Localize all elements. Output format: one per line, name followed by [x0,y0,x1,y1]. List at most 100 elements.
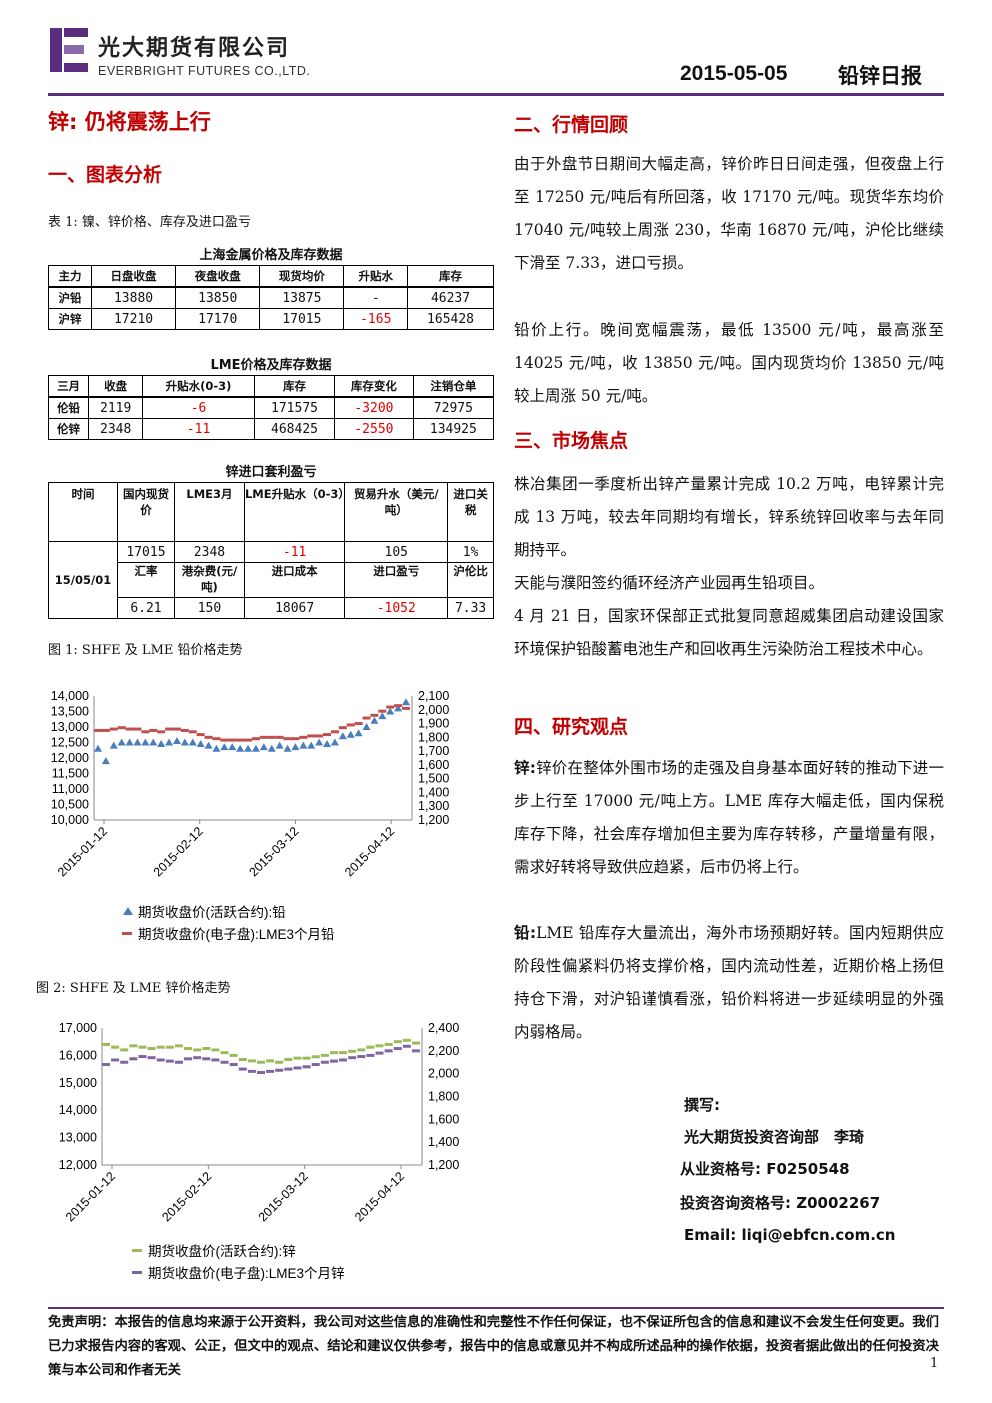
zinc-view-text: 锌价在整体外围市场的走强及自身基本面好转的推动下进一步上行至 17000 元/吨… [514,759,944,876]
table-header: 贸易升水（美元/吨） [344,482,449,542]
table-header: LME升贴水（0-3） [243,482,350,542]
table-header: 夜盘收盘 [175,265,261,288]
data-point [302,1065,311,1069]
data-point [188,738,197,746]
data-point [220,743,229,751]
data-point [180,738,189,746]
legend-label: 期货收盘价(活跃合约):锌 [148,1243,296,1259]
y-right-tick-label: 1,600 [418,758,449,772]
data-point [138,1055,147,1059]
data-point [330,730,339,734]
table-header: 时间 [48,482,118,542]
table-header: 注销仓单 [412,375,495,398]
data-point [259,743,268,751]
data-point [378,712,387,720]
arb-table: 时间 国内现货价 LME3月 LME升贴水（0-3） 贸易升水（美元/吨） 进口… [48,482,494,619]
data-point [180,728,189,732]
y-left-tick-label: 17,000 [59,1021,97,1035]
y-right-tick-label: 1,400 [418,785,449,799]
lead-label: 铅: [514,924,537,942]
table-header: 收盘 [88,375,144,398]
table-header: LME3月 [173,482,245,542]
data-point [412,1041,420,1045]
data-point [338,726,347,730]
data-point [220,738,229,742]
market-focus-para-2: 天能与濮阳签约循环经济产业园再生铅项目。 [514,574,825,592]
data-point [212,737,221,741]
data-point [299,735,308,739]
data-point [229,1063,238,1067]
data-point [329,1051,338,1055]
data-point [102,1042,110,1046]
data-point [211,1048,220,1052]
lead-view-text: LME 铅库存大量流出，海外市场预期好转。国内短期供应阶段性偏紧料仍将支撑价格，… [514,924,944,1041]
data-point [204,735,213,739]
x-tick-label: 2015-02-12 [151,824,206,879]
data-point [307,734,316,738]
table-header: 日盘收盘 [90,265,177,288]
data-point [165,1045,174,1049]
data-point [172,736,181,744]
legend-marker [132,1249,142,1252]
legend-label: 期货收盘价(活跃合约):铅 [138,904,286,920]
data-point [120,1048,129,1052]
disclaimer: 免责声明：本报告的信息均来源于公开资料，我公司对这些信息的准确性和完整性不作任何… [48,1315,939,1378]
y-right-tick-label: 1,500 [418,772,449,786]
data-point [238,1067,247,1071]
data-point [102,1063,110,1067]
data-point [370,716,379,724]
table-header: 国内现货价 [117,482,175,542]
data-point [291,737,300,741]
y-right-tick-label: 2,000 [428,1067,459,1081]
data-point [384,1049,393,1053]
figure-2-caption: 图 2: SHFE 及 LME 锌价格走势 [36,981,231,996]
x-tick-label: 2015-01-12 [63,1169,118,1224]
table-row: 6.21 150 18067 -1052 7.33 [49,597,494,619]
zinc-label: 锌: [514,759,536,777]
shfe-table: 主力 日盘收盘 夜盘收盘 现货均价 升贴水 库存 沪铅 13880 13850 … [48,265,494,330]
y-left-tick-label: 11,000 [52,782,89,796]
data-point [211,1058,220,1062]
y-right-tick-label: 1,800 [428,1090,459,1104]
author-email[interactable]: Email: liqi@ebfcn.com.cn [684,1226,896,1244]
data-point [196,733,205,737]
data-point [346,723,355,727]
table-header: 现货均价 [259,265,345,288]
data-point [141,730,150,734]
y-right-tick-label: 1,200 [418,813,449,827]
data-point [129,1057,138,1061]
data-point [266,1059,275,1063]
section-3-heading: 三、市场焦点 [514,430,629,452]
data-point [94,744,102,752]
y-right-tick-label: 1,200 [428,1158,459,1172]
section-2-heading: 二、行情回顾 [514,114,629,136]
data-point [346,730,355,738]
data-point [311,1063,320,1067]
data-point [320,1060,329,1064]
data-point [323,733,332,737]
data-point [257,1071,265,1075]
x-tick-label: 2015-04-12 [352,1169,407,1224]
figure-1-caption: 图 1: SHFE 及 LME 铅价格走势 [48,643,243,658]
data-point [141,738,150,746]
data-point [251,737,260,741]
data-point [375,1044,384,1048]
author-dept: 光大期货投资咨询部 李琦 [684,1128,865,1146]
data-point [266,1069,275,1073]
data-point [348,1056,357,1060]
data-point [357,1048,366,1052]
x-tick-label: 2015-04-12 [342,824,397,879]
data-point [378,709,387,713]
data-point [357,1055,366,1059]
zinc-price-chart: 17,000 16,000 15,000 14,000 13,000 12,000 2,40… [59,1021,460,1281]
data-point [354,729,363,737]
table-caption: 表 1: 镍、锌价格、库存及进口盈亏 [48,215,251,230]
y-right-tick-label: 2,200 [428,1044,459,1058]
data-point [156,1045,165,1049]
data-point [275,1068,284,1072]
y-right-tick-label: 1,600 [428,1112,459,1126]
footer-divider [48,1307,944,1309]
y-left-tick-label: 11,500 [52,767,89,781]
data-point [149,728,158,732]
data-point [267,744,276,752]
